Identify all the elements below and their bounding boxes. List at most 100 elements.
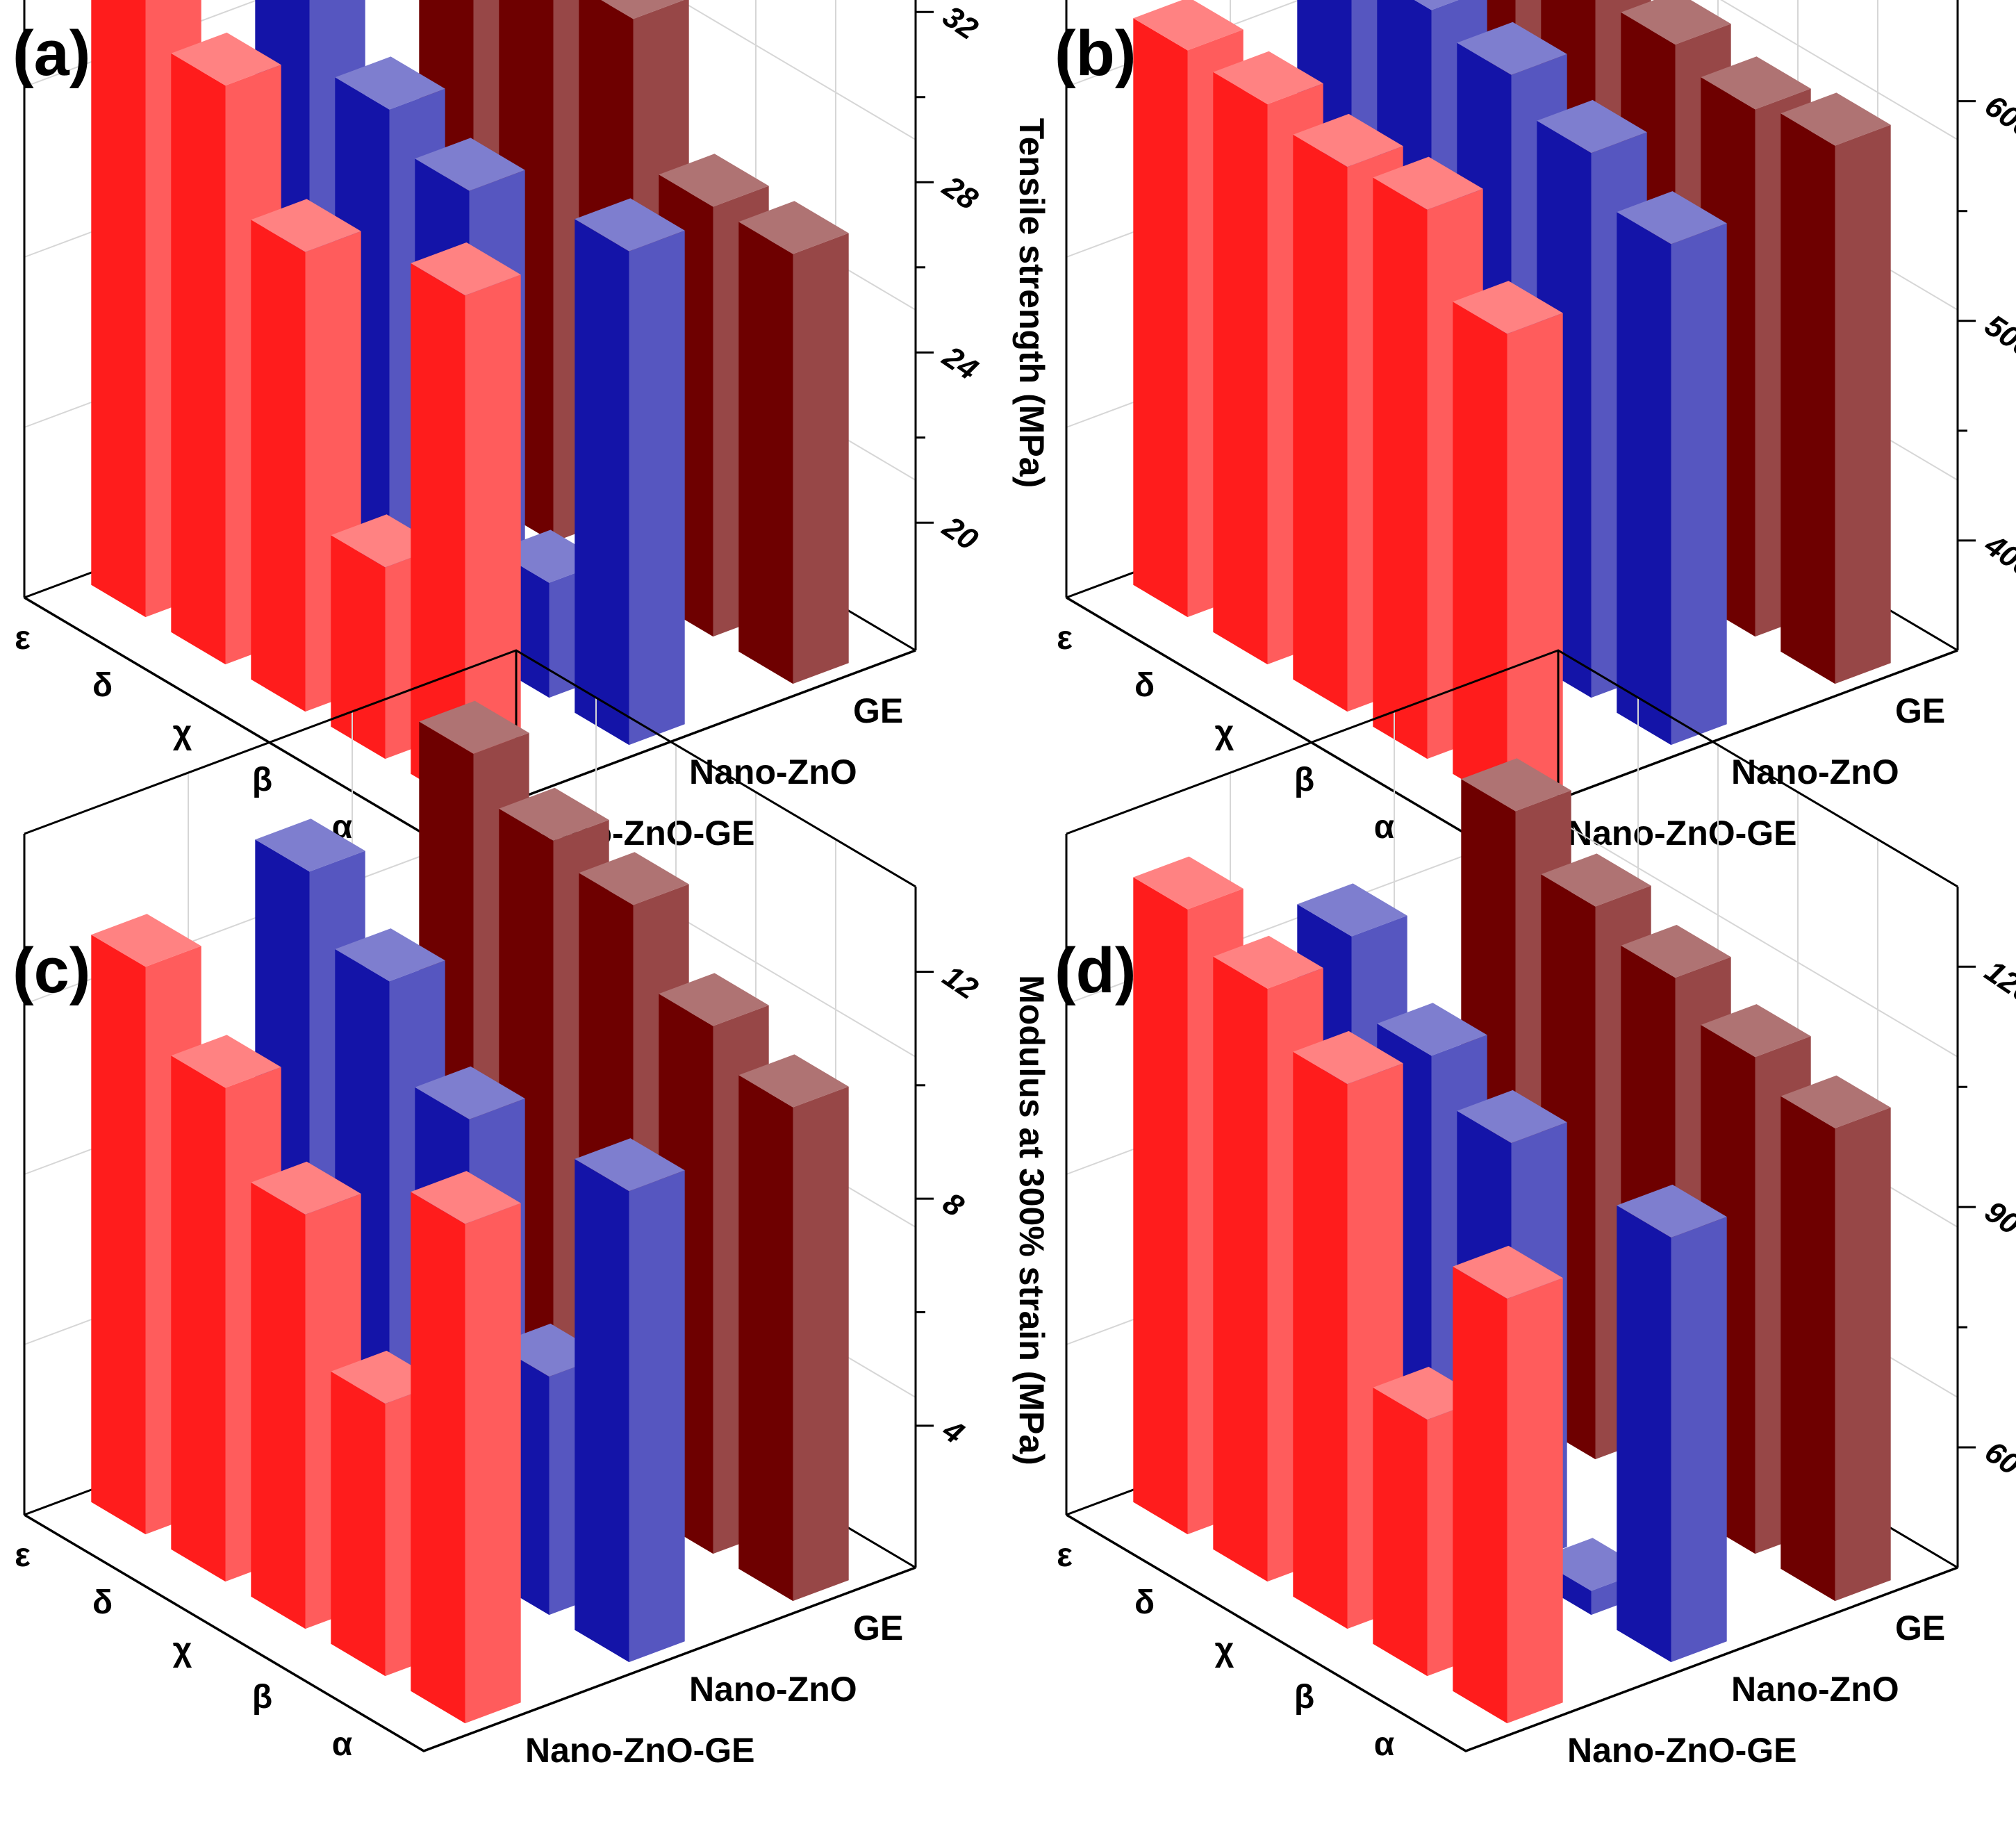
bar-face-top [579,852,689,905]
bar-face-top [1414,0,1459,10]
bar-face-top [1293,113,1403,167]
bar-face-side [1671,223,1727,746]
category-label: χ [173,1631,192,1668]
bar-face-top [659,973,769,1026]
category-label: ε [15,620,31,657]
category-label: χ [173,714,192,751]
category-label: ε [1057,1537,1073,1574]
bar-face-side [793,233,849,684]
group-label: Nano-ZnO [689,753,857,791]
bar-face-top [415,138,525,191]
bar-face-top [1461,758,1571,812]
bar-face-front [331,1371,386,1677]
bar-face-front [1373,177,1428,759]
z-tick-label: 400 [1978,527,2016,585]
bar-face-front [738,1075,793,1602]
group-label: GE [853,691,903,730]
bar-face-side [465,274,521,807]
category-label: β [252,762,272,798]
bar-ge-0 [1780,1075,1891,1602]
z-ticks: 20 24 28 32 [916,0,984,557]
bar-face-front [1133,877,1188,1535]
group-label: Nano-ZnO-GE [1567,814,1797,853]
category-label: ε [15,1537,31,1574]
group-label: Nano-ZnO-GE [525,1731,755,1770]
bar-nano-zno-0 [1617,191,1727,746]
z-tick-label: 24 [936,339,984,387]
bar-face-top [601,0,684,19]
z-tick-label: 60 [1978,1435,2016,1482]
z-axis-label: Tensile strength (MPa) [1012,118,1051,488]
floor-front-edges [24,1513,916,1752]
group-label: Nano-ZnO [1731,753,1899,791]
bar-face-top [1213,51,1323,104]
group-label: GE [853,1609,903,1647]
bar-face-top [1621,925,1731,978]
z-tick-label: 90 [1978,1194,2016,1242]
bar-face-front [1373,1387,1428,1677]
bar-face-top [1617,191,1727,245]
z-tick-label: 28 [936,169,984,217]
z-ticks: 400 500 600 [1958,88,2016,585]
z-tick-label: 4 [936,1413,970,1451]
bar-face-front [575,1159,629,1663]
bar-face-front [1213,72,1268,665]
bar-face-front [171,1055,226,1582]
bar-face-side [1507,313,1563,807]
bar-face-side [1507,1278,1563,1724]
bar-face-front [738,222,793,684]
z-ticks: 60 90 120 [1958,954,2016,1482]
bar-face-top [1453,1245,1563,1299]
group-label: Nano-ZnO-GE [1567,1731,1797,1770]
bar-face-top [415,1066,525,1119]
chart-panel-b: 400500600Elongation at break (%)αβχδεNan… [1055,0,2016,853]
bar-face-top [251,199,361,252]
bar-face-top [1133,856,1244,910]
bar-face-top [738,201,849,254]
bar-face-top [411,1171,521,1224]
z-tick-label: 20 [936,509,984,557]
panel-letter: (c) [13,935,90,1006]
category-label: δ [92,667,113,704]
category-label: β [252,1679,272,1716]
bar-face-side [1671,1217,1727,1663]
bar-face-top [1453,281,1563,334]
chart-panel-c: 4 8 12 Modulus at 300% strain (MPa) α β χ δ ε Nan… [13,649,1051,1770]
bar-face-top [575,198,685,252]
bar-ge-0 [1780,92,1891,684]
category-label: α [1374,1726,1395,1763]
bar-face-top [91,914,201,967]
group-label: Nano-ZnO [1731,1670,1899,1709]
bar-face-side [1835,1107,1891,1602]
bar-face-top [1297,883,1407,937]
bar-face-top [1377,1003,1487,1056]
bar-face-top [1621,0,1731,45]
bar-face-top [171,32,281,86]
bar-face-top [1457,22,1567,75]
bar-face-front [1617,1205,1671,1663]
category-label: ε [1057,620,1073,657]
bar-nano-zno-ge-0 [411,242,521,807]
bar-face-top [659,154,769,207]
bar-face-top [1617,1184,1727,1238]
z-tick-label: 120 [1978,954,2016,1011]
category-label: β [1294,762,1314,798]
floor-front-edge [24,1513,916,1752]
bar-face-front [1293,1051,1348,1629]
bar-face-top [419,700,529,754]
bar-face-top [1293,1030,1403,1085]
bar-ge-0 [738,1054,849,1602]
bars [91,0,849,807]
bars [91,700,849,1724]
bar-face-top [411,242,521,296]
bar-face-top [1537,99,1647,154]
bars [1133,0,1891,807]
category-label: α [1374,809,1395,846]
category-label: χ [1215,1631,1234,1668]
panel-letter: (a) [13,18,90,89]
bar-face-front [411,1192,465,1724]
chart-panel-d: 6090120Tear strength (kN/m)αβχδεNano-ZnO… [1055,649,2016,1770]
bar-face-top [1133,0,1244,51]
